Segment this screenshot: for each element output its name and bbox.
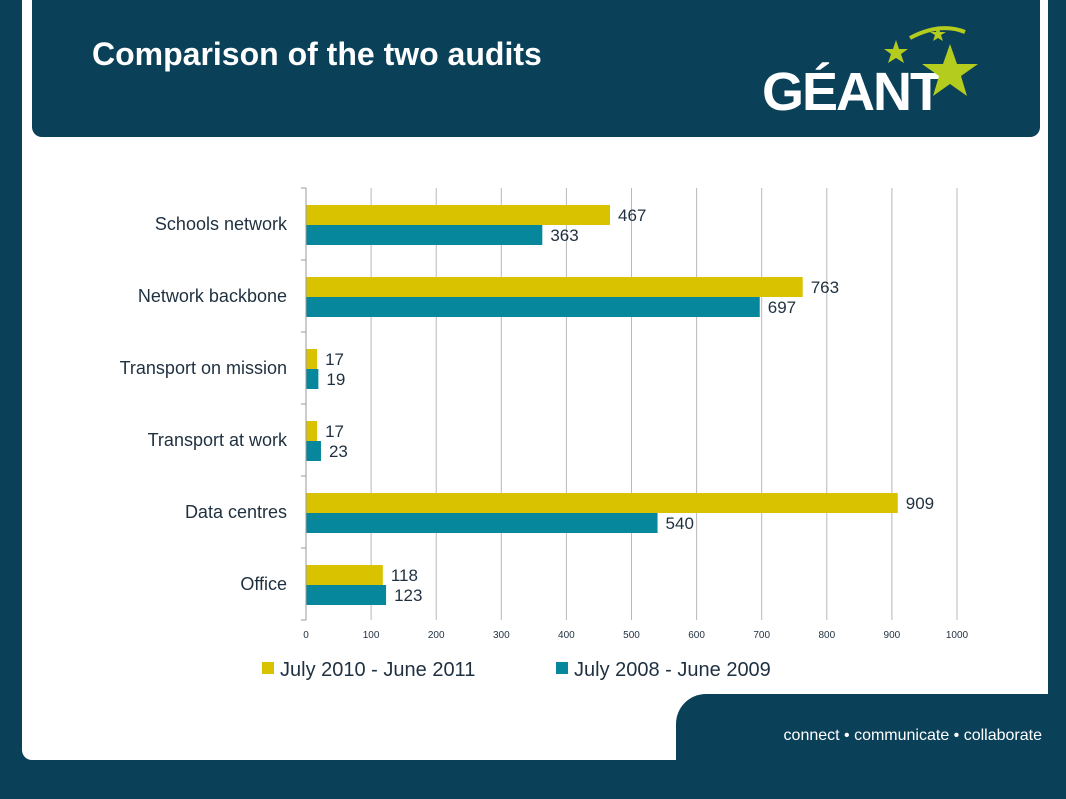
legend-swatch bbox=[556, 662, 568, 674]
data-label: 123 bbox=[394, 586, 422, 605]
data-label: 540 bbox=[666, 514, 694, 533]
chart-labels: Schools network 467 363 Network backbone 763… bbox=[120, 206, 935, 605]
bar bbox=[306, 421, 318, 441]
x-tick-label: 200 bbox=[428, 630, 445, 641]
footer-tab bbox=[676, 694, 1066, 799]
category-label: Transport on mission bbox=[120, 358, 287, 378]
bar bbox=[306, 493, 898, 513]
data-label: 363 bbox=[550, 226, 578, 245]
x-tick-label: 0 bbox=[303, 630, 309, 641]
legend-label: July 2008 - June 2009 bbox=[574, 659, 771, 681]
header-bar bbox=[32, 0, 1040, 137]
bar bbox=[306, 513, 658, 533]
chart-legend: July 2010 - June 2011 July 2008 - June 20… bbox=[262, 659, 771, 681]
x-tick-label: 100 bbox=[363, 630, 380, 641]
x-tick-label: 600 bbox=[688, 630, 705, 641]
logo-large-star-icon bbox=[922, 44, 978, 96]
x-tick-label: 800 bbox=[818, 630, 835, 641]
slide-title: Comparison of the two audits bbox=[92, 36, 542, 72]
data-label: 23 bbox=[329, 442, 348, 461]
data-label: 118 bbox=[391, 566, 418, 585]
bar bbox=[306, 585, 387, 605]
chart-bars bbox=[306, 205, 898, 605]
x-tick-label: 700 bbox=[753, 630, 770, 641]
legend-label: July 2010 - June 2011 bbox=[280, 659, 475, 681]
x-tick-label: 1000 bbox=[946, 630, 969, 641]
data-label: 909 bbox=[906, 494, 934, 513]
data-label: 17 bbox=[325, 350, 344, 369]
bar bbox=[306, 205, 611, 225]
x-tick-label: 400 bbox=[558, 630, 575, 641]
chart-axis: 0 100 200 300 400 500 600 700 800 900 1000 bbox=[301, 187, 969, 641]
bar bbox=[306, 565, 383, 585]
logo-small-star-icon bbox=[930, 26, 946, 41]
legend-swatch bbox=[262, 662, 274, 674]
bar bbox=[306, 349, 318, 369]
data-label: 467 bbox=[618, 206, 646, 225]
x-tick-label: 500 bbox=[623, 630, 640, 641]
chart-gridlines bbox=[305, 188, 958, 620]
bar bbox=[306, 441, 321, 461]
bar bbox=[306, 297, 760, 317]
logo-text: GÉANT bbox=[762, 62, 943, 120]
category-label: Network backbone bbox=[138, 286, 287, 306]
category-label: Transport at work bbox=[148, 430, 288, 450]
data-label: 763 bbox=[811, 278, 839, 297]
data-label: 697 bbox=[768, 298, 796, 317]
data-label: 17 bbox=[325, 422, 344, 441]
bar bbox=[306, 277, 803, 297]
footer-tagline: connect • communicate • collaborate bbox=[783, 727, 1042, 744]
bar bbox=[306, 369, 319, 389]
geant-logo: GÉANT bbox=[762, 26, 978, 120]
category-label: Schools network bbox=[155, 214, 288, 234]
logo-small-star-icon bbox=[884, 40, 908, 63]
bar bbox=[306, 225, 543, 245]
category-label: Data centres bbox=[185, 502, 287, 522]
category-label: Office bbox=[240, 574, 287, 594]
x-tick-label: 900 bbox=[884, 630, 901, 641]
data-label: 19 bbox=[326, 370, 345, 389]
logo-swoosh-icon bbox=[909, 26, 966, 40]
x-tick-label: 300 bbox=[493, 630, 510, 641]
